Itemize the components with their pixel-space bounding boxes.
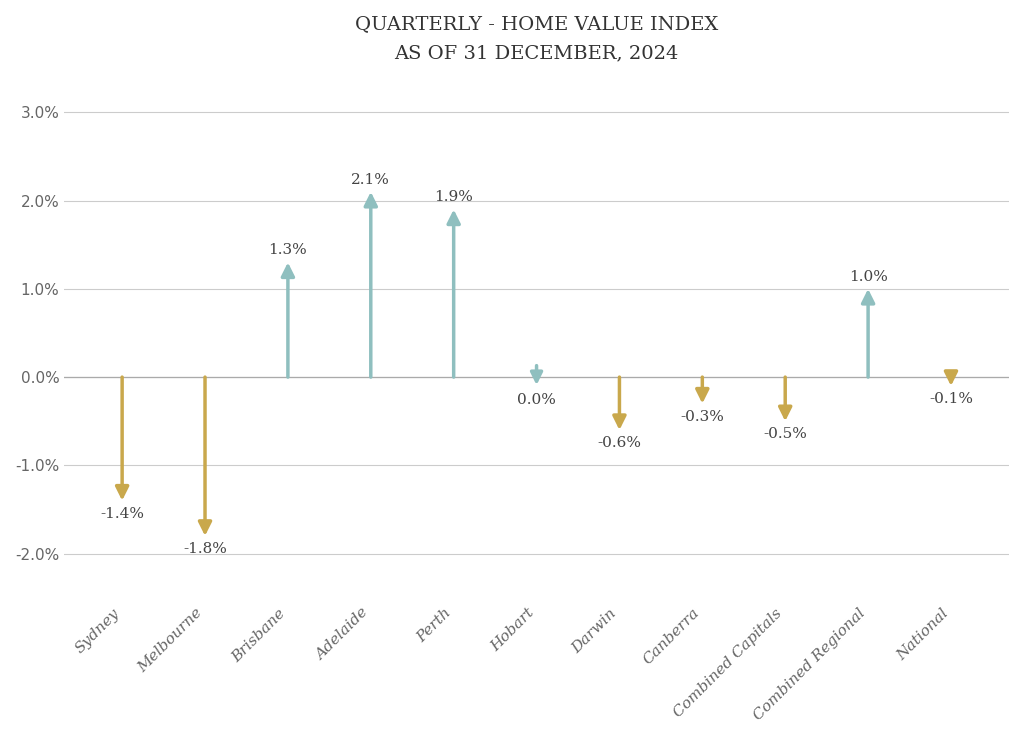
Text: 2.1%: 2.1%	[351, 173, 390, 187]
Text: 1.3%: 1.3%	[268, 243, 307, 257]
Text: -0.5%: -0.5%	[763, 427, 807, 441]
Text: 1.0%: 1.0%	[849, 269, 888, 283]
Text: 1.9%: 1.9%	[434, 190, 473, 204]
Text: -1.8%: -1.8%	[183, 542, 227, 556]
Text: 0.0%: 0.0%	[517, 393, 556, 407]
Text: -0.3%: -0.3%	[680, 410, 724, 424]
Text: -1.4%: -1.4%	[100, 507, 144, 521]
Text: -0.6%: -0.6%	[597, 436, 641, 450]
Title: QUARTERLY - HOME VALUE INDEX
AS OF 31 DECEMBER, 2024: QUARTERLY - HOME VALUE INDEX AS OF 31 DE…	[355, 15, 718, 62]
Text: -0.1%: -0.1%	[929, 392, 973, 406]
